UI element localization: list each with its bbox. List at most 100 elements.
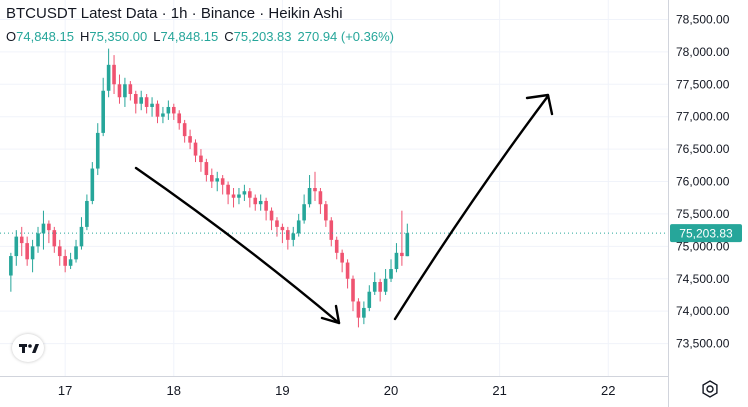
candle-body bbox=[95, 132, 100, 169]
candle-body bbox=[57, 246, 62, 257]
candle-body bbox=[90, 168, 95, 201]
candle-body bbox=[313, 188, 317, 192]
price-tick-label: 78,500.00 bbox=[676, 12, 730, 26]
chart-style-label[interactable]: Heikin Ashi bbox=[268, 5, 343, 22]
candle-body bbox=[394, 252, 399, 270]
low-value: 74,848.15 bbox=[160, 29, 219, 44]
open-label: O bbox=[6, 29, 17, 44]
candle-body bbox=[215, 178, 220, 182]
data-source: Latest Data bbox=[80, 5, 158, 22]
candle-body bbox=[242, 191, 247, 195]
price-tick-label: 74,000.00 bbox=[676, 304, 730, 318]
candle-body bbox=[199, 155, 203, 163]
candle-body bbox=[139, 97, 144, 104]
candle-body bbox=[362, 307, 366, 318]
candle-body bbox=[52, 230, 57, 247]
candle-body bbox=[356, 301, 361, 318]
symbol-name[interactable]: BTCUSDT bbox=[6, 5, 77, 22]
chart-header: BTCUSDT Latest Data · 1h · Binance · Hei… bbox=[6, 5, 343, 22]
candle-body bbox=[19, 236, 24, 244]
candle-body bbox=[367, 291, 372, 308]
open-value: 74,848.15 bbox=[16, 29, 74, 44]
gear-icon[interactable] bbox=[699, 378, 721, 400]
trend-down-arrow bbox=[134, 166, 341, 325]
candle-body bbox=[41, 223, 46, 234]
interval-label[interactable]: 1h bbox=[170, 5, 188, 22]
candle-body bbox=[182, 123, 187, 137]
candle-body bbox=[204, 162, 209, 176]
candle-body bbox=[248, 191, 252, 198]
candle-body bbox=[220, 178, 225, 185]
candle-body bbox=[269, 210, 274, 221]
price-tick-label: 73,500.00 bbox=[676, 337, 730, 351]
candle-body bbox=[193, 142, 198, 156]
last-price-badge bbox=[670, 224, 742, 243]
change-value: 270.94 (+0.36%) bbox=[297, 29, 394, 44]
candle-body bbox=[144, 97, 149, 107]
candle-body bbox=[329, 220, 334, 240]
trend-up-arrow bbox=[393, 94, 550, 321]
candle-body bbox=[340, 252, 344, 263]
candle-body bbox=[9, 256, 13, 276]
candle-body bbox=[226, 184, 230, 195]
candle-body bbox=[188, 136, 192, 143]
candle-body bbox=[405, 233, 410, 257]
candle-body bbox=[30, 246, 35, 260]
trend-down-arrowhead bbox=[320, 304, 341, 325]
candle-body bbox=[101, 90, 105, 133]
time-tick-label: 21 bbox=[492, 383, 506, 398]
candle-body bbox=[128, 84, 133, 94]
trend-up-arrowhead bbox=[525, 93, 554, 116]
candle-body bbox=[47, 223, 51, 231]
time-tick-label: 20 bbox=[384, 383, 398, 398]
close-label: C bbox=[224, 29, 234, 44]
candle-body bbox=[74, 246, 78, 260]
low-label: L bbox=[153, 29, 161, 44]
high-value: 75,350.00 bbox=[89, 29, 148, 44]
candle-body bbox=[318, 191, 323, 205]
price-tick-label: 75,500.00 bbox=[676, 207, 730, 221]
candle-body bbox=[79, 226, 84, 247]
candle-body bbox=[112, 64, 116, 85]
ohlc-legend: O74,848.15 H75,350.00 L74,848.15 C75,203.83… bbox=[6, 29, 400, 44]
price-tick-label: 75,000.00 bbox=[676, 239, 730, 253]
last-price-label: 75,203.83 bbox=[679, 227, 733, 241]
candle-body bbox=[210, 175, 214, 182]
candle-body bbox=[345, 262, 350, 279]
price-tick-label: 74,500.00 bbox=[676, 272, 730, 286]
candle-body bbox=[334, 239, 339, 253]
candle-body bbox=[258, 200, 263, 205]
price-tick-label: 76,500.00 bbox=[676, 142, 730, 156]
candle-body bbox=[307, 188, 312, 205]
candle-body bbox=[280, 226, 285, 231]
exchange-label: Binance bbox=[200, 5, 256, 22]
time-tick-label: 18 bbox=[167, 383, 181, 398]
candle-body bbox=[123, 84, 127, 98]
candle-body bbox=[63, 256, 67, 266]
candle-body bbox=[161, 113, 165, 117]
candle-body bbox=[166, 106, 171, 114]
candle-body bbox=[237, 194, 241, 198]
time-tick-label: 22 bbox=[601, 383, 615, 398]
price-tick-label: 76,000.00 bbox=[676, 175, 730, 189]
candle-body bbox=[291, 233, 296, 240]
candle-body bbox=[68, 259, 73, 266]
candle-body bbox=[253, 197, 258, 205]
candle-body bbox=[14, 236, 19, 257]
candle-body bbox=[231, 194, 236, 198]
candle-body bbox=[286, 230, 290, 240]
tradingview-logo-icon[interactable] bbox=[12, 334, 44, 362]
time-tick-label: 19 bbox=[275, 383, 289, 398]
candle-body bbox=[171, 106, 176, 114]
candle-body bbox=[85, 200, 89, 227]
candle-body bbox=[351, 278, 355, 302]
candle-body bbox=[155, 103, 160, 117]
candle-body bbox=[25, 243, 29, 260]
candle-body bbox=[106, 64, 111, 91]
candle-body bbox=[264, 200, 268, 211]
candle-body bbox=[378, 282, 382, 292]
price-tick-label: 77,500.00 bbox=[676, 77, 730, 91]
close-value: 75,203.83 bbox=[233, 29, 292, 44]
price-tick-label: 77,000.00 bbox=[676, 110, 730, 124]
